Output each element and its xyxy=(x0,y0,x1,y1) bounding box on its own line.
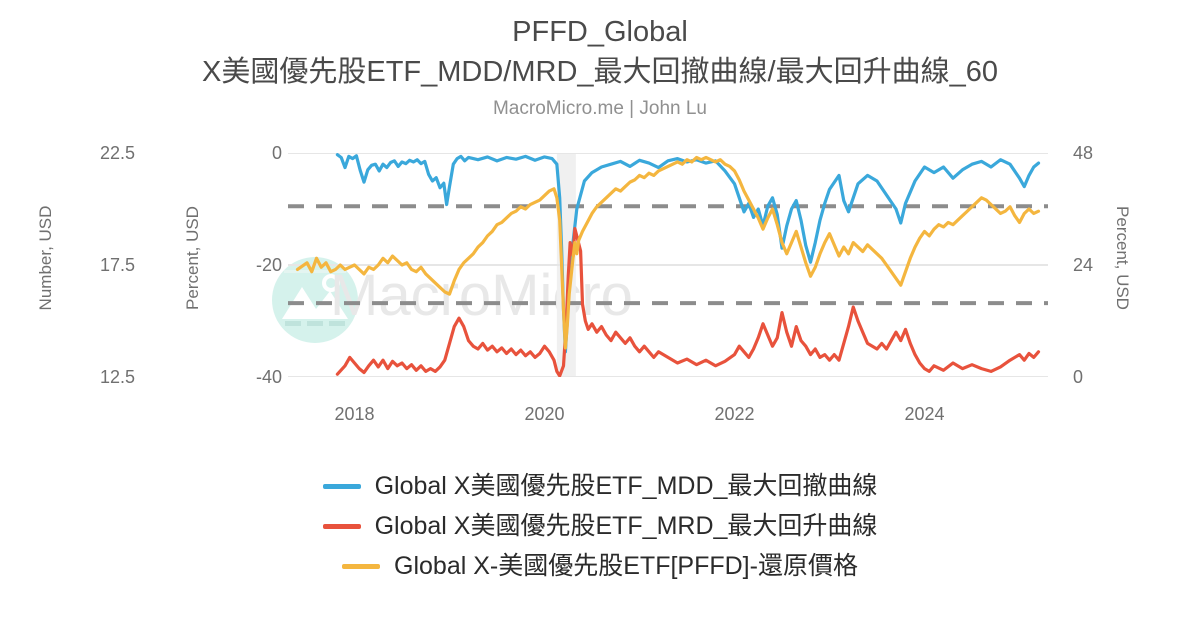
x-tick-0: 2018 xyxy=(334,404,375,424)
y-axis-title-left-outer: Number, USD xyxy=(36,205,55,311)
y-tick-right-0: 0 xyxy=(1073,367,1084,387)
series-line-2 xyxy=(295,155,1041,350)
x-tick-3: 2024 xyxy=(904,404,945,424)
y-tick-left-inner-2: 0 xyxy=(271,143,282,163)
y-tick-right-2: 48 xyxy=(1073,143,1094,163)
page-title-line-1: PFFD_Global xyxy=(512,16,688,48)
chart-legend: Global X美國優先股ETF_MDD_最大回撤曲線 Global X美國優先… xyxy=(0,466,1200,586)
legend-label-mrd: Global X美國優先股ETF_MRD_最大回升曲線 xyxy=(374,512,878,540)
plot-area xyxy=(288,153,1048,377)
y-tick-left-outer-0: 12.5 xyxy=(99,367,135,387)
x-tick-1: 2020 xyxy=(524,404,565,424)
legend-label-mdd: Global X美國優先股ETF_MDD_最大回撤曲線 xyxy=(374,472,878,500)
legend-item-mrd[interactable]: Global X美國優先股ETF_MRD_最大回升曲線 xyxy=(0,506,1200,546)
legend-item-price[interactable]: Global X-美國優先股ETF[PFFD]-還原價格 xyxy=(0,546,1200,586)
y-tick-right-1: 24 xyxy=(1073,255,1094,275)
y-tick-left-outer-2: 22.5 xyxy=(99,143,135,163)
y-tick-left-outer-1: 17.5 xyxy=(99,255,135,275)
y-tick-left-inner-0: -40 xyxy=(255,367,282,387)
y-axis-title-right: Percent, USD xyxy=(1113,206,1132,310)
y-axis-title-left-inner: Percent, USD xyxy=(183,206,202,310)
series-line-0 xyxy=(335,153,1041,354)
legend-item-mdd[interactable]: Global X美國優先股ETF_MDD_最大回撤曲線 xyxy=(0,466,1200,506)
legend-label-price: Global X-美國優先股ETF[PFFD]-還原價格 xyxy=(394,552,858,580)
y-tick-left-inner-1: -20 xyxy=(255,255,282,275)
page-title-line-2: X美國優先股ETF_MDD/MRD_最大回撤曲線/最大回升曲線_60 xyxy=(202,56,998,88)
chart-subtitle: MacroMicro.me | John Lu xyxy=(492,98,707,119)
series-line-1 xyxy=(335,226,1041,377)
x-tick-2: 2022 xyxy=(714,404,755,424)
legend-swatch-mdd xyxy=(322,483,361,489)
chart-title-block: PFFD_Global X美國優先股ETF_MDD/MRD_最大回撤曲線/最大回… xyxy=(0,12,1200,123)
legend-swatch-mrd xyxy=(322,523,361,529)
legend-swatch-price xyxy=(342,563,381,569)
